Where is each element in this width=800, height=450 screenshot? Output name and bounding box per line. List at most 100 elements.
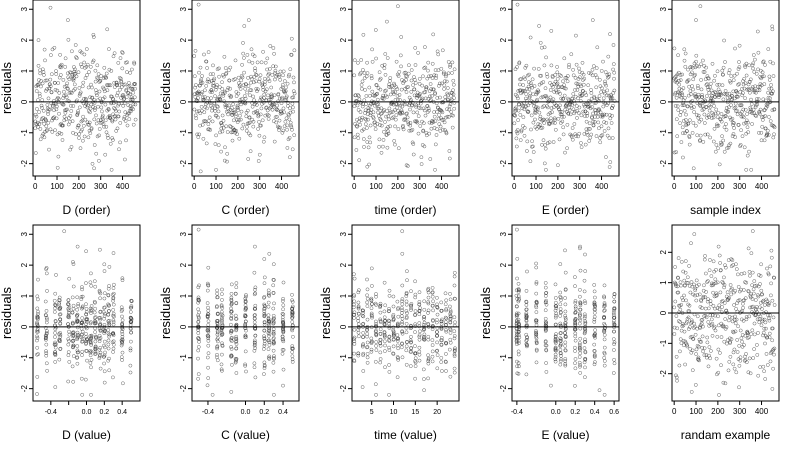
data-point <box>221 118 226 123</box>
data-point <box>724 122 728 126</box>
data-point <box>431 87 436 92</box>
data-point <box>219 123 224 127</box>
data-point <box>432 110 436 114</box>
data-point <box>48 127 53 132</box>
data-point <box>595 75 599 80</box>
data-point <box>392 108 397 112</box>
data-point <box>386 129 390 134</box>
data-point <box>578 99 583 103</box>
data-point <box>681 119 686 123</box>
data-point <box>731 78 736 83</box>
data-point <box>396 314 401 319</box>
data-point <box>769 255 774 260</box>
data-point <box>763 320 768 325</box>
data-point <box>677 363 682 368</box>
data-point <box>66 350 71 354</box>
data-point <box>243 349 248 354</box>
data-point <box>355 124 360 129</box>
data-point <box>100 113 105 118</box>
data-point <box>241 41 245 45</box>
data-point <box>61 102 66 107</box>
data-point <box>281 69 286 74</box>
data-point <box>103 74 107 79</box>
data-point <box>409 334 413 339</box>
data-point <box>514 293 519 298</box>
data-point <box>69 103 73 108</box>
data-point <box>67 329 71 334</box>
data-point <box>220 87 225 91</box>
data-point <box>238 87 243 91</box>
data-point <box>386 114 391 119</box>
data-point <box>562 56 567 61</box>
data-point <box>716 347 721 352</box>
data-point <box>263 60 268 65</box>
data-point <box>382 339 387 344</box>
data-point <box>395 333 400 337</box>
data-point <box>66 18 70 22</box>
data-point <box>440 81 444 86</box>
data-point <box>238 113 242 118</box>
data-point <box>41 70 46 74</box>
data-point <box>220 352 224 357</box>
data-point <box>69 70 73 75</box>
data-point <box>211 63 215 68</box>
data-point <box>215 104 220 109</box>
y-tick-label: 1 <box>20 293 29 298</box>
data-point <box>539 45 544 50</box>
data-point <box>370 59 375 64</box>
data-point <box>86 85 91 90</box>
data-point <box>241 122 246 127</box>
data-point <box>679 283 683 288</box>
data-point <box>242 56 246 60</box>
data-point <box>714 267 718 272</box>
data-point <box>721 380 726 385</box>
data-point <box>48 107 52 112</box>
data-point <box>219 121 224 125</box>
data-point <box>34 89 39 93</box>
data-point <box>102 124 106 129</box>
data-point <box>421 121 426 126</box>
x-tick-label: 200 <box>72 182 86 191</box>
data-point <box>385 56 390 60</box>
data-point <box>553 282 558 287</box>
data-point <box>116 61 121 65</box>
data-point <box>360 79 365 84</box>
data-point <box>424 131 429 135</box>
data-point <box>266 313 271 318</box>
data-point <box>275 124 280 129</box>
data-point <box>48 77 53 82</box>
data-point <box>268 44 273 48</box>
data-point <box>716 244 721 249</box>
data-point <box>253 291 258 296</box>
data-point <box>555 81 560 86</box>
data-point <box>106 328 111 332</box>
data-point <box>44 361 49 366</box>
data-point <box>736 272 740 277</box>
data-point <box>767 331 772 336</box>
data-point <box>770 338 775 343</box>
x-tick-label: 100 <box>689 182 703 191</box>
data-point <box>364 117 369 122</box>
data-point <box>422 108 427 113</box>
data-point <box>270 73 275 77</box>
data-point <box>252 80 256 85</box>
x-axis-label: D (value) <box>62 428 111 442</box>
data-point <box>563 359 568 363</box>
data-point <box>602 129 607 133</box>
data-point <box>355 103 360 108</box>
y-tick-label: 3 <box>179 6 188 11</box>
data-point <box>201 119 206 124</box>
data-point <box>57 130 62 135</box>
data-point <box>120 314 124 319</box>
data-point <box>79 129 83 134</box>
y-tick-label: 1 <box>20 68 29 73</box>
data-point <box>444 352 448 356</box>
data-point <box>66 379 71 384</box>
data-point <box>281 383 285 388</box>
data-point <box>262 372 266 376</box>
data-point <box>77 93 82 98</box>
data-point <box>196 372 201 376</box>
data-point <box>412 75 416 79</box>
data-point <box>246 18 251 22</box>
